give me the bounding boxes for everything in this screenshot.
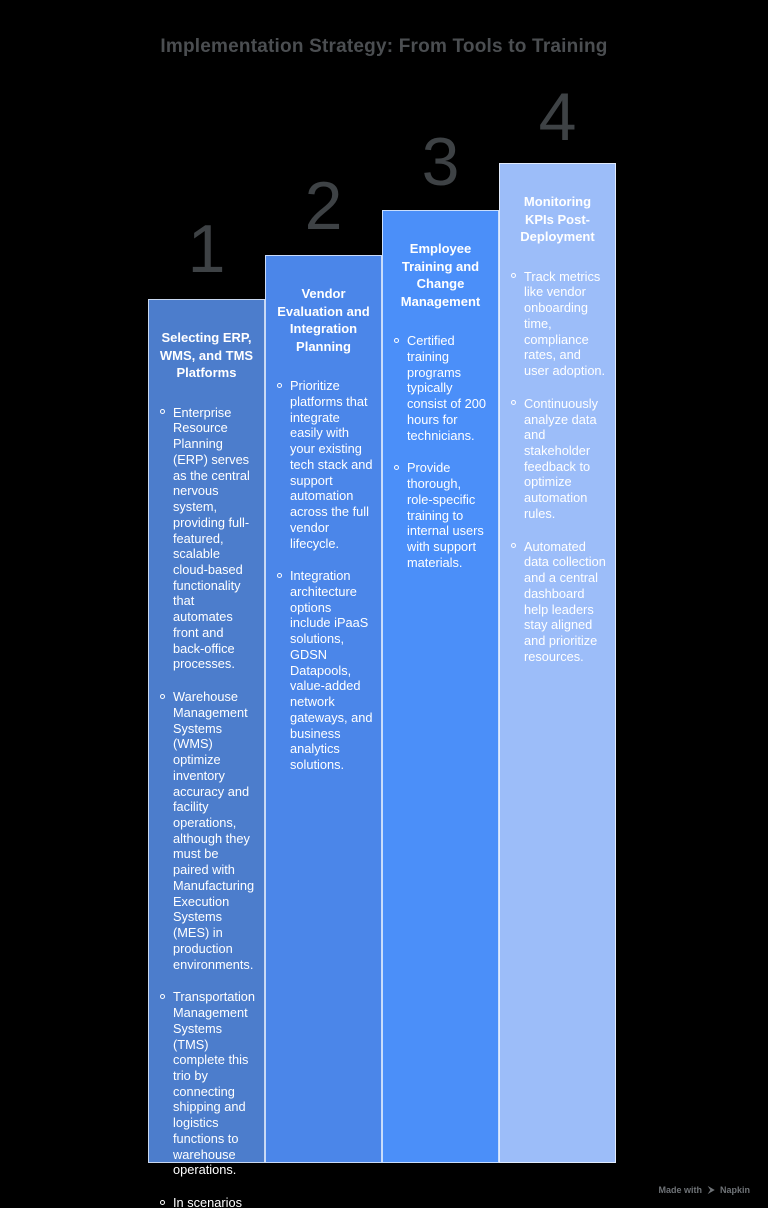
bullet-item: Track metrics like vendor onboarding tim… [511, 269, 607, 379]
bullet-circle-icon [394, 464, 399, 470]
bullet-circle-icon [160, 1199, 165, 1205]
step-3-title: Employee Training and Change Management [400, 241, 481, 309]
step-1-bullet-list: Enterprise Resource Planning (ERP) serve… [149, 405, 264, 1208]
bullet-item: Transportation Management Systems (TMS) … [160, 989, 256, 1178]
bullet-text: Enterprise Resource Planning (ERP) serve… [173, 404, 250, 672]
bullet-item: Prioritize platforms that integrate easi… [277, 378, 373, 551]
bullet-item: Automated data collection and a central … [511, 539, 607, 665]
step-4-number: 4 [538, 79, 577, 155]
bullet-circle-icon [160, 409, 165, 415]
made-with-label: Made with [658, 1185, 702, 1195]
bullet-circle-icon [160, 993, 165, 999]
bullet-item: Provide thorough, role-specific training… [394, 460, 490, 570]
step-column-4: Monitoring KPIs Post-Deployment Track me… [499, 163, 616, 1163]
step-2-number: 2 [304, 168, 343, 244]
bullet-circle-icon [511, 543, 516, 549]
bullet-item: Continuously analyze data and stakeholde… [511, 396, 607, 522]
step-2-bullet-list: Prioritize platforms that integrate easi… [266, 378, 381, 785]
step-4-bullet-list: Track metrics like vendor onboarding tim… [500, 269, 615, 677]
napkin-pen-icon [707, 1185, 715, 1195]
bullet-text: Continuously analyze data and stakeholde… [524, 395, 598, 521]
step-2-title: Vendor Evaluation and Integration Planni… [277, 286, 370, 354]
step-4-title: Monitoring KPIs Post-Deployment [520, 194, 595, 245]
step-column-1: Selecting ERP, WMS, and TMS Platforms En… [148, 299, 265, 1208]
step-3-number: 3 [421, 124, 460, 200]
bullet-text: Integration architecture options include… [290, 568, 373, 773]
bullet-circle-icon [277, 382, 282, 388]
step-column-2: Vendor Evaluation and Integration Planni… [265, 255, 382, 1163]
bullet-item: Enterprise Resource Planning (ERP) serve… [160, 405, 256, 672]
bullet-text: Warehouse Management Systems (WMS) optim… [173, 689, 255, 972]
bullet-text: Certified training programs typically co… [407, 333, 486, 443]
step-column-3: Employee Training and Change Management … [382, 210, 499, 1163]
bullet-text: Automated data collection and a central … [524, 538, 606, 664]
bullet-item: In scenarios with multiple ERPs or compl… [160, 1195, 256, 1208]
bullet-item: Certified training programs typically co… [394, 333, 490, 443]
napkin-attribution-link[interactable]: Made with Napkin [658, 1185, 750, 1195]
bullet-circle-icon [160, 693, 165, 699]
bullet-item: Warehouse Management Systems (WMS) optim… [160, 689, 256, 972]
bullet-text: Prioritize platforms that integrate easi… [290, 378, 373, 551]
bullet-text: Provide thorough, role-specific training… [407, 460, 484, 570]
bullet-circle-icon [511, 400, 516, 406]
bullet-text: Transportation Management Systems (TMS) … [173, 989, 256, 1178]
bullet-circle-icon [511, 273, 516, 279]
step-1-number: 1 [187, 211, 226, 287]
step-1-title: Selecting ERP, WMS, and TMS Platforms [159, 330, 254, 381]
bullet-circle-icon [277, 572, 282, 578]
bullet-circle-icon [394, 337, 399, 343]
page-title: Implementation Strategy: From Tools to T… [160, 36, 608, 57]
step-3-bullet-list: Certified training programs typically co… [383, 333, 498, 582]
bullet-text: In scenarios with multiple ERPs or compl… [173, 1195, 242, 1208]
napkin-brand-label: Napkin [719, 1185, 750, 1195]
bullet-item: Integration architecture options include… [277, 568, 373, 773]
bullet-text: Track metrics like vendor onboarding tim… [524, 268, 606, 379]
